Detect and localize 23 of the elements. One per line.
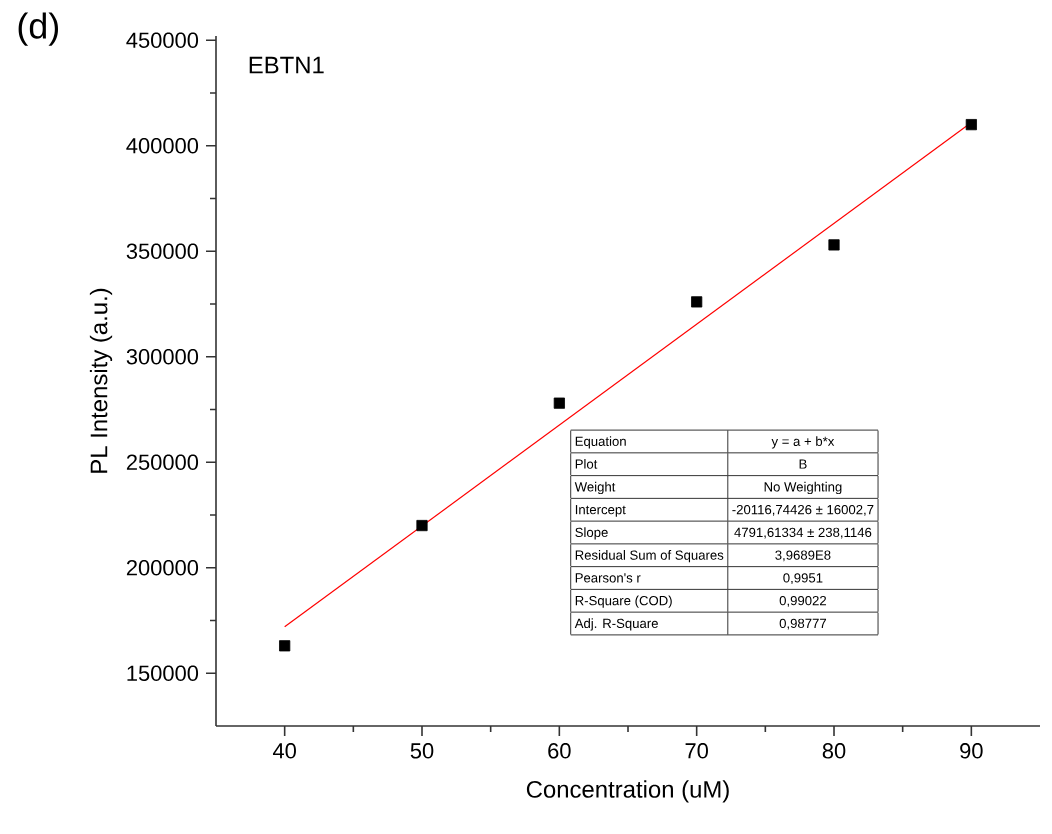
text: EBTN1 — [249, 56, 324, 74]
x-tick-label: 40 — [272, 743, 296, 759]
point — [553, 397, 565, 409]
y-tick-label: 400000 — [126, 137, 199, 154]
point — [828, 239, 840, 251]
y-tick-label: 250000 — [126, 454, 199, 470]
x-tick-label: 80 — [822, 743, 846, 759]
point — [691, 296, 703, 308]
point — [965, 119, 977, 131]
x-axis-title: Concentration (uM) — [526, 780, 729, 803]
y-tick-label: 200000 — [126, 560, 199, 576]
y-axis-title: PL Intensity (a.u.) — [89, 288, 113, 473]
y-tick-label: 150000 — [127, 665, 199, 682]
point — [416, 519, 428, 532]
y-tick-label: 350000 — [126, 243, 199, 259]
x-tick-label: 70 — [685, 743, 708, 759]
x-tick-label: 60 — [548, 743, 571, 759]
point — [279, 640, 291, 652]
x-tick-label: 90 — [960, 743, 983, 759]
text: (d) — [18, 12, 58, 46]
y-tick-label: 450000 — [126, 32, 199, 48]
y-tick-label: 300000 — [126, 348, 199, 365]
x-tick-label: 50 — [410, 743, 434, 759]
